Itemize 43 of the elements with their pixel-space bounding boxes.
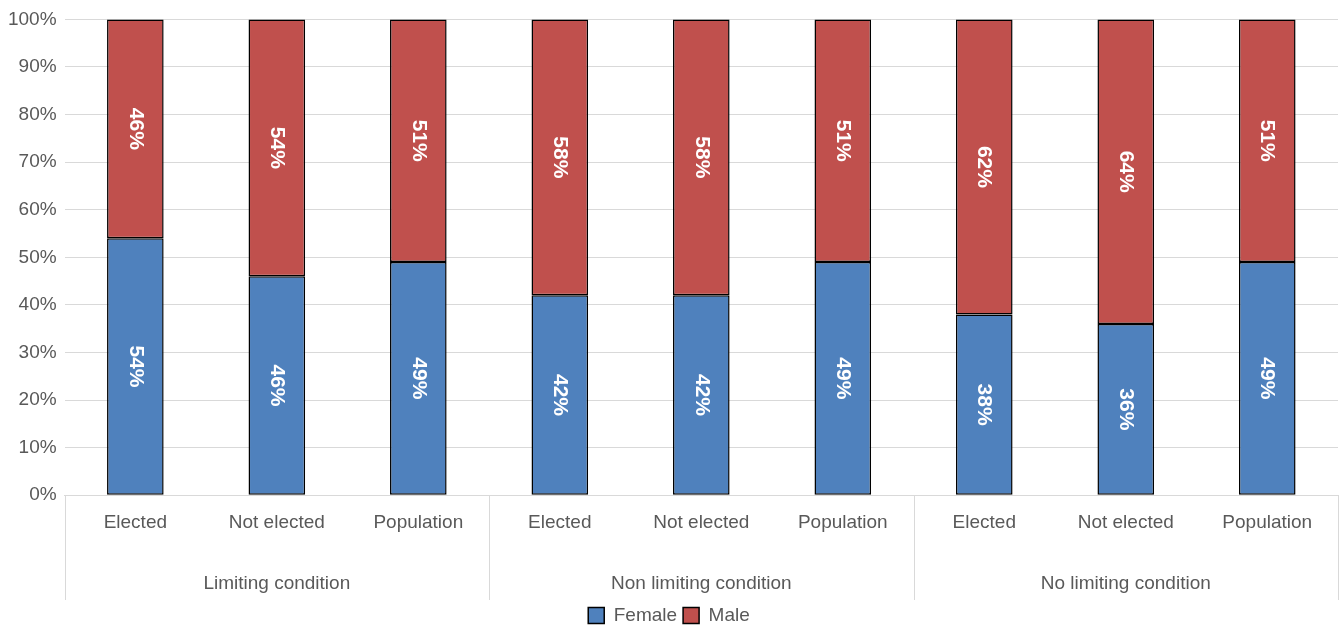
y-tick-label: 80% <box>18 102 57 124</box>
data-label: 42% <box>691 374 715 417</box>
data-label: 54% <box>125 345 149 388</box>
y-tick-label: 10% <box>18 435 57 457</box>
x-tick-label: Not elected <box>1077 510 1174 532</box>
data-label: 46% <box>267 364 291 407</box>
text: No limiting condition <box>1040 572 1211 594</box>
text: Non limiting condition <box>611 572 792 594</box>
data-label: 58% <box>691 136 715 179</box>
y-tick-label: 30% <box>18 340 57 362</box>
data-label: 64% <box>1115 150 1139 193</box>
y-tick-label: 100% <box>7 7 57 29</box>
x-tick-label: Elected <box>952 510 1016 532</box>
data-label: 51% <box>1257 119 1281 163</box>
y-tick-label: 20% <box>18 388 57 410</box>
x-tick-label: Population <box>1222 510 1313 532</box>
x-tick-label: Elected <box>103 510 168 532</box>
x-tick-label: Population <box>797 510 888 532</box>
data-label: 51% <box>832 119 856 163</box>
legend-label: Female <box>613 603 678 625</box>
y-tick-label: 50% <box>18 245 57 267</box>
data-label: 62% <box>974 145 998 189</box>
data-label: 46% <box>125 107 149 151</box>
y-tick-label: 70% <box>18 150 57 172</box>
data-label: 36% <box>1115 388 1139 431</box>
x-tick-label: Not elected <box>653 510 750 532</box>
text: Limiting condition <box>203 572 351 594</box>
x-tick-label: Elected <box>528 510 592 532</box>
data-label: 49% <box>1257 357 1281 400</box>
data-label: 58% <box>550 136 574 179</box>
data-label: 42% <box>550 374 574 417</box>
data-label: 54% <box>267 126 291 170</box>
data-label: 49% <box>832 357 856 400</box>
y-tick-label: 40% <box>18 293 57 315</box>
data-label: 38% <box>974 383 998 426</box>
y-tick-label: 0% <box>29 483 57 505</box>
legend-label: Male <box>708 603 750 625</box>
y-tick-label: 60% <box>18 197 57 219</box>
x-tick-label: Not elected <box>228 510 325 532</box>
data-label: 51% <box>408 119 432 163</box>
data-label: 49% <box>408 357 432 400</box>
x-tick-label: Population <box>373 510 464 532</box>
y-tick-label: 90% <box>18 55 57 77</box>
